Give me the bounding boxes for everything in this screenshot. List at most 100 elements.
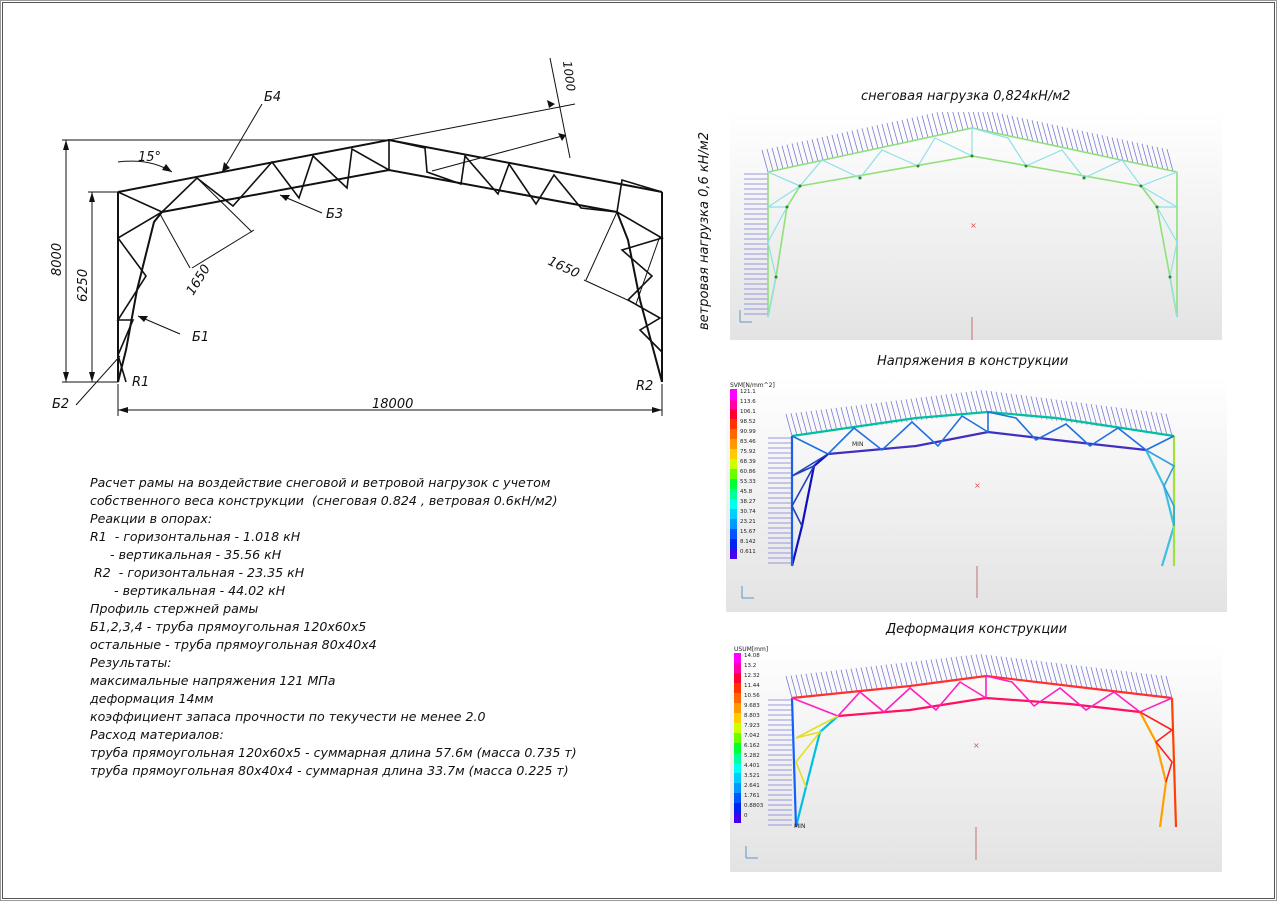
- load-arrow: [796, 142, 804, 165]
- legend-value: 45.8: [740, 489, 753, 495]
- load-arrow: [1065, 400, 1073, 423]
- load-arrow: [1155, 674, 1163, 697]
- legend-swatch: [730, 509, 737, 519]
- reactions-heading: Реакции в опорах:: [90, 511, 213, 526]
- center-marker: ×: [974, 481, 981, 490]
- legend-value: 8.803: [744, 713, 760, 719]
- load-arrow: [836, 133, 844, 156]
- load-arrow: [865, 666, 873, 690]
- load-arrow: [881, 124, 889, 147]
- load-arrow: [920, 660, 928, 683]
- legend-value: 3.521: [744, 773, 760, 779]
- notes-line: собственного веса конструкции (снеговая …: [90, 493, 558, 508]
- axis-triad: [739, 310, 752, 323]
- deformation-title: Деформация конструкции: [886, 622, 1068, 637]
- load-arrow: [1066, 127, 1074, 150]
- load-arrow: [875, 402, 883, 426]
- load-arrow: [800, 412, 808, 435]
- support-r2-label: R2: [636, 379, 653, 394]
- load-arrow: [1086, 131, 1094, 155]
- legend-value: 9.683: [744, 703, 760, 709]
- legend-swatch: [730, 409, 737, 419]
- dim-8000-label: 8000: [50, 243, 65, 276]
- load-arrow: [1030, 659, 1038, 683]
- legend-value: 11.44: [744, 683, 760, 689]
- legend-value: 83.46: [740, 439, 756, 445]
- legend-swatch: [730, 529, 737, 539]
- load-arrow: [1105, 405, 1113, 429]
- load-arrow: [1015, 658, 1023, 681]
- legend-value: 7.923: [744, 723, 760, 729]
- wind-load-arrows: [744, 173, 768, 315]
- load-arrow: [935, 395, 943, 418]
- load-arrow: [965, 391, 973, 415]
- load-arrow: [1140, 410, 1148, 433]
- legend-value: 8.142: [740, 539, 756, 545]
- load-arrow: [995, 391, 1003, 414]
- load-arrow: [806, 140, 814, 163]
- load-arrow: [936, 112, 944, 135]
- load-arrow: [1101, 135, 1109, 158]
- dim-6250-label: 6250: [76, 269, 91, 302]
- legend-value: 2.641: [744, 783, 760, 789]
- load-arrow: [761, 149, 769, 173]
- load-model-svg: ×: [739, 106, 1180, 340]
- load-arrow: [901, 119, 909, 142]
- load-arrow: [820, 409, 828, 432]
- load-arrow: [850, 668, 858, 691]
- load-arrow: [830, 408, 838, 431]
- legend-swatch: [730, 449, 737, 459]
- legend-value: 106.1: [740, 409, 756, 415]
- load-arrow: [870, 403, 878, 426]
- legend-value: 5.282: [744, 753, 760, 759]
- load-arrow: [830, 670, 838, 694]
- load-arrow: [825, 408, 833, 432]
- load-arrow: [850, 405, 858, 429]
- notes-line: - вертикальная - 35.56 кН: [90, 547, 282, 562]
- legend-swatch: [730, 419, 737, 429]
- load-arrow: [1031, 120, 1039, 143]
- load-arrow: [1125, 408, 1133, 431]
- legend-value: 90.99: [740, 429, 756, 435]
- load-arrow: [1035, 660, 1043, 683]
- load-arrow: [980, 390, 988, 413]
- load-arrow: [940, 394, 948, 418]
- load-arrow: [925, 396, 933, 419]
- legend-value: 13.2: [744, 663, 757, 669]
- load-arrow: [791, 143, 799, 166]
- load-arrow: [851, 130, 859, 153]
- legend-swatch: [734, 673, 741, 683]
- legend-value: 113.6: [740, 399, 756, 405]
- load-arrow: [1025, 395, 1033, 418]
- load-arrow: [1080, 665, 1088, 689]
- legend-value: 23.21: [740, 519, 756, 525]
- load-arrow: [980, 654, 988, 677]
- load-arrow: [1110, 669, 1118, 692]
- frame-structure: [116, 138, 665, 383]
- load-arrow: [1115, 669, 1123, 693]
- legend-swatch: [730, 479, 737, 489]
- load-arrow: [841, 132, 849, 155]
- load-arrow: [821, 136, 829, 160]
- load-arrow: [921, 115, 929, 138]
- load-arrow: [1145, 411, 1153, 434]
- load-arrow: [795, 412, 803, 435]
- load-arrow: [1015, 394, 1023, 417]
- deformation-frame: [790, 674, 1178, 828]
- dimension-lines: [62, 57, 663, 416]
- load-arrow: [1076, 129, 1084, 152]
- load-arrow: [785, 413, 793, 437]
- legend-swatch: [730, 429, 737, 439]
- load-arrow: [1160, 412, 1168, 436]
- load-arrow: [860, 404, 868, 427]
- load-arrow: [1111, 137, 1119, 160]
- legend-value: 6.162: [744, 743, 760, 749]
- load-arrow: [1011, 115, 1019, 138]
- load-arrow: [871, 126, 879, 149]
- legend-swatch: [734, 803, 741, 813]
- load-arrow: [1071, 128, 1079, 151]
- load-arrow: [1006, 114, 1014, 137]
- load-arrow: [1081, 130, 1089, 154]
- load-arrow: [1120, 670, 1128, 693]
